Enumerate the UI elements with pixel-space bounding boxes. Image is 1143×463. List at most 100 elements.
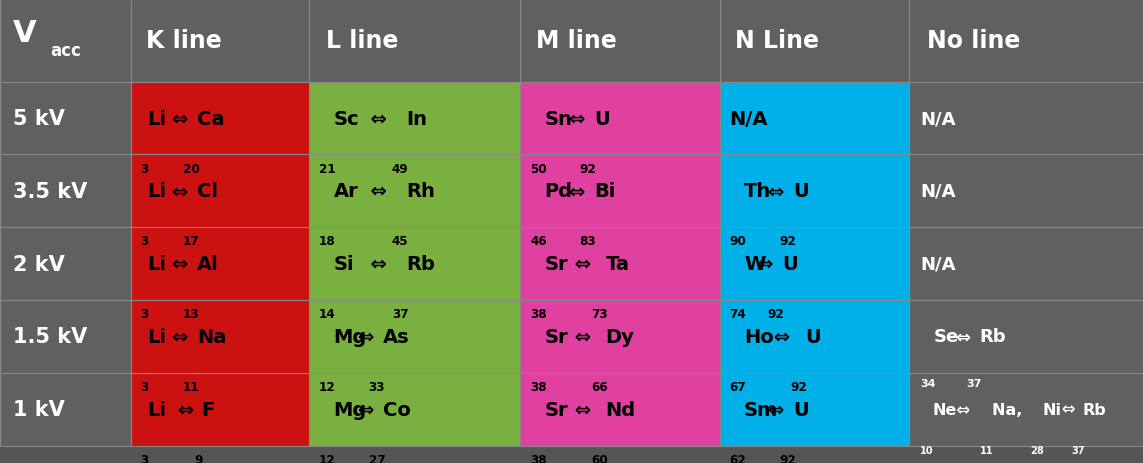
- Text: No line: No line: [927, 29, 1021, 53]
- Text: acc: acc: [50, 42, 81, 60]
- Text: 66: 66: [591, 380, 608, 393]
- Text: 1.5 kV: 1.5 kV: [14, 327, 87, 347]
- Text: 3: 3: [141, 453, 149, 463]
- Text: N/A: N/A: [920, 255, 956, 273]
- Text: F: F: [201, 400, 215, 419]
- Text: 21: 21: [319, 162, 336, 175]
- Text: Rb: Rb: [407, 255, 435, 274]
- Text: 14: 14: [319, 307, 336, 320]
- Text: 46: 46: [530, 235, 546, 248]
- Text: 38: 38: [530, 380, 546, 393]
- Text: Sr: Sr: [544, 327, 568, 346]
- Text: 67: 67: [729, 380, 746, 393]
- Bar: [520, 155, 720, 228]
- Text: 92: 92: [780, 453, 796, 463]
- Text: U: U: [782, 255, 798, 274]
- Bar: [520, 373, 720, 446]
- Text: ⇔: ⇔: [767, 327, 791, 346]
- Text: 49: 49: [392, 162, 408, 175]
- Text: 17: 17: [183, 235, 199, 248]
- Text: Mg: Mg: [334, 400, 367, 419]
- Bar: [720, 228, 909, 300]
- Text: Sr: Sr: [544, 255, 568, 274]
- Bar: [909, 82, 1143, 155]
- Text: Th: Th: [744, 182, 772, 201]
- Bar: [720, 82, 909, 155]
- Text: 37: 37: [1071, 445, 1085, 455]
- Text: ⇔: ⇔: [568, 109, 584, 128]
- Text: Ni: Ni: [1042, 402, 1062, 417]
- Text: W: W: [744, 255, 766, 274]
- Bar: [520, 228, 720, 300]
- Text: ⇔: ⇔: [767, 182, 784, 201]
- Text: ⇔: ⇔: [170, 109, 187, 128]
- Text: 37: 37: [966, 378, 982, 388]
- Text: 18: 18: [319, 235, 336, 248]
- Bar: [131, 228, 309, 300]
- Text: 33: 33: [369, 380, 385, 393]
- Bar: [0, 82, 131, 155]
- Text: Li: Li: [147, 182, 167, 201]
- Text: Si: Si: [334, 255, 354, 274]
- Text: Sn: Sn: [544, 109, 573, 128]
- Text: U: U: [594, 109, 609, 128]
- Text: 11: 11: [183, 380, 199, 393]
- Text: N Line: N Line: [735, 29, 820, 53]
- Text: ⇔: ⇔: [568, 255, 591, 274]
- Text: Bi: Bi: [594, 182, 615, 201]
- Bar: [909, 300, 1143, 373]
- Text: Ca: Ca: [197, 109, 224, 128]
- Bar: [520, 300, 720, 373]
- Text: Li: Li: [147, 327, 167, 346]
- Text: Al: Al: [197, 255, 218, 274]
- Bar: [720, 0, 909, 82]
- Bar: [909, 155, 1143, 228]
- Text: Rb: Rb: [1082, 402, 1106, 417]
- Text: 92: 92: [580, 162, 597, 175]
- Text: ⇔: ⇔: [170, 255, 187, 274]
- Text: 20: 20: [183, 162, 199, 175]
- Text: ⇔: ⇔: [170, 182, 187, 201]
- Text: ⇔: ⇔: [170, 400, 194, 419]
- Text: ⇔: ⇔: [357, 182, 386, 201]
- Text: Cl: Cl: [197, 182, 218, 201]
- Bar: [131, 300, 309, 373]
- Bar: [720, 373, 909, 446]
- Bar: [520, 0, 720, 82]
- Text: K line: K line: [145, 29, 222, 53]
- Text: U: U: [805, 327, 821, 346]
- Text: 34: 34: [920, 378, 936, 388]
- Text: 92: 92: [791, 380, 807, 393]
- Text: M line: M line: [536, 29, 617, 53]
- Text: 38: 38: [530, 453, 546, 463]
- Text: 5 kV: 5 kV: [14, 109, 65, 129]
- Text: 74: 74: [729, 307, 746, 320]
- Text: Sr: Sr: [544, 400, 568, 419]
- Text: 9: 9: [194, 453, 202, 463]
- Text: 3: 3: [141, 235, 149, 248]
- Text: ⇔: ⇔: [357, 255, 386, 274]
- Bar: [309, 0, 520, 82]
- Bar: [309, 300, 520, 373]
- Text: 83: 83: [580, 235, 597, 248]
- Bar: [0, 155, 131, 228]
- Text: Rb: Rb: [980, 328, 1006, 346]
- Text: 3.5 kV: 3.5 kV: [14, 181, 87, 201]
- Text: As: As: [383, 327, 409, 346]
- Text: Ar: Ar: [334, 182, 359, 201]
- Text: 13: 13: [183, 307, 199, 320]
- Bar: [520, 82, 720, 155]
- Text: ⇔: ⇔: [357, 327, 374, 346]
- Text: 28: 28: [1031, 445, 1045, 455]
- Text: 2 kV: 2 kV: [14, 254, 65, 274]
- Text: 60: 60: [591, 453, 608, 463]
- Bar: [909, 228, 1143, 300]
- Bar: [909, 0, 1143, 82]
- Text: Li: Li: [147, 109, 167, 128]
- Text: ⇔: ⇔: [568, 400, 591, 419]
- Text: 50: 50: [530, 162, 546, 175]
- Text: 38: 38: [530, 307, 546, 320]
- Bar: [309, 82, 520, 155]
- Text: Dy: Dy: [606, 327, 634, 346]
- Text: Sc: Sc: [334, 109, 359, 128]
